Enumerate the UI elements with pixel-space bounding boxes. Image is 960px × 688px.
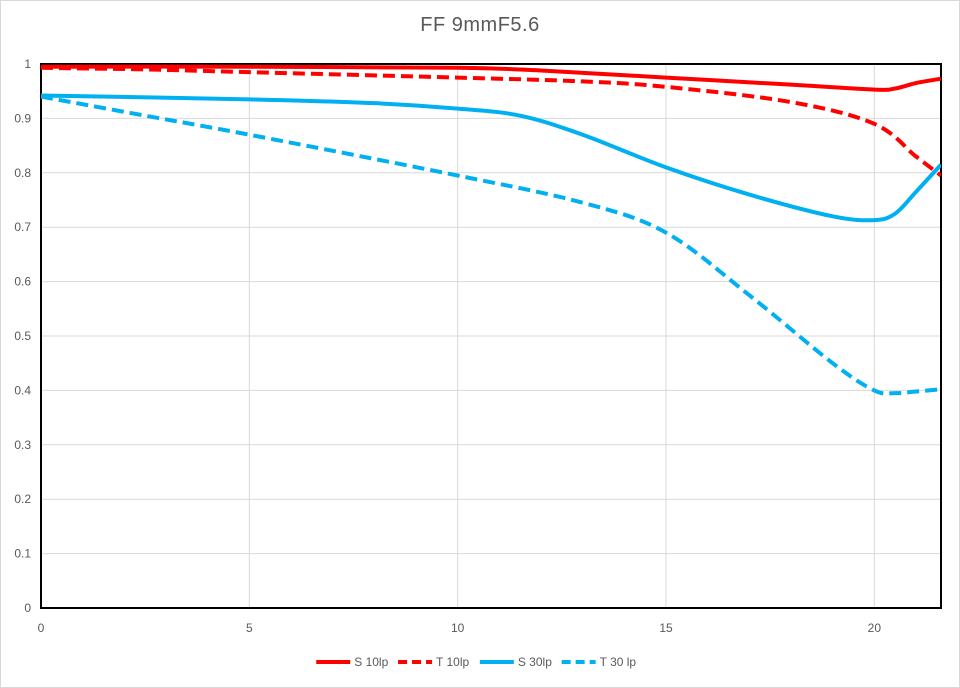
series-line-s-10lp bbox=[41, 64, 941, 92]
y-tick-label: 0.9 bbox=[14, 111, 31, 125]
plot-area-border bbox=[40, 63, 942, 609]
series-line-t-10lp bbox=[41, 65, 941, 178]
x-tick-label: 20 bbox=[868, 621, 882, 635]
series-line-s-30lp bbox=[41, 93, 941, 223]
legend-label: S 10lp bbox=[354, 655, 388, 669]
y-tick-label: 0.8 bbox=[14, 166, 31, 180]
y-tick-label: 0 bbox=[24, 601, 31, 615]
legend-label: S 30lp bbox=[518, 655, 552, 669]
legend-label: T 30 lp bbox=[600, 655, 637, 669]
y-tick-label: 0.7 bbox=[14, 220, 31, 234]
chart-title: FF 9mmF5.6 bbox=[420, 14, 540, 36]
y-tick-label: 0.6 bbox=[14, 275, 31, 289]
y-tick-label: 0.3 bbox=[14, 438, 31, 452]
y-tick-label: 1 bbox=[24, 57, 31, 71]
y-tick-label: 0.5 bbox=[14, 329, 31, 343]
y-tick-label: 0.4 bbox=[14, 383, 31, 397]
y-tick-label: 0.2 bbox=[14, 492, 31, 506]
series-line-t-30-lp bbox=[41, 94, 941, 396]
legend-label: T 10lp bbox=[436, 655, 469, 669]
y-tick-label: 0.1 bbox=[14, 547, 31, 561]
x-tick-label: 0 bbox=[38, 621, 45, 635]
x-tick-label: 15 bbox=[659, 621, 673, 635]
x-tick-label: 5 bbox=[246, 621, 253, 635]
x-tick-label: 10 bbox=[451, 621, 465, 635]
